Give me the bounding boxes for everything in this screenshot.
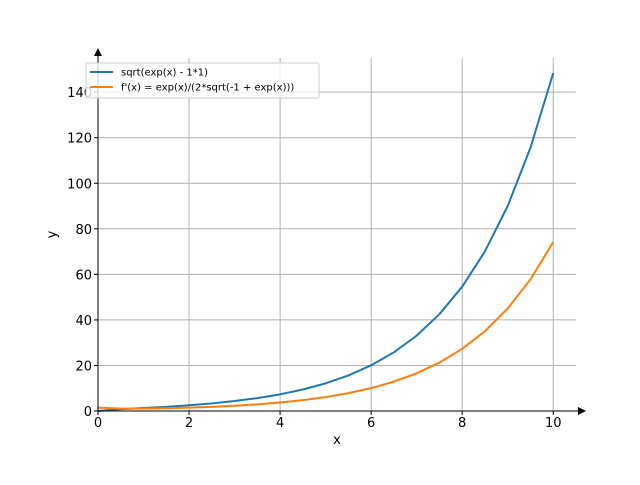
x-tick-label: 2 <box>185 416 193 431</box>
legend: sqrt(exp(x) - 1*1) f'(x) = exp(x)/(2*sqr… <box>86 63 319 98</box>
y-axis-arrow <box>94 48 102 56</box>
y-tick-label: 40 <box>75 314 92 329</box>
y-tick-label: 60 <box>75 268 92 283</box>
x-tick-label: 10 <box>545 416 562 431</box>
x-axis-arrow <box>578 407 586 415</box>
legend-label-series-2: f'(x) = exp(x)/(2*sqrt(-1 + exp(x))) <box>121 83 294 94</box>
y-tick-label: 80 <box>75 223 92 238</box>
y-tick-label: 0 <box>84 405 92 420</box>
plot-lines <box>98 73 553 411</box>
y-tick-label: 120 <box>67 132 92 147</box>
y-axis-title: y <box>45 230 60 238</box>
series-line-1 <box>98 73 553 411</box>
x-axis-title: x <box>333 433 341 448</box>
x-tick-label: 6 <box>367 416 375 431</box>
y-tick-label: 100 <box>67 177 92 192</box>
legend-label-series-1: sqrt(exp(x) - 1*1) <box>121 68 208 79</box>
axes <box>94 48 586 415</box>
x-tick-label: 8 <box>458 416 466 431</box>
x-tick-label: 0 <box>94 416 102 431</box>
x-tick-label: 4 <box>276 416 284 431</box>
grid <box>98 58 576 411</box>
y-tick-label: 20 <box>75 359 92 374</box>
